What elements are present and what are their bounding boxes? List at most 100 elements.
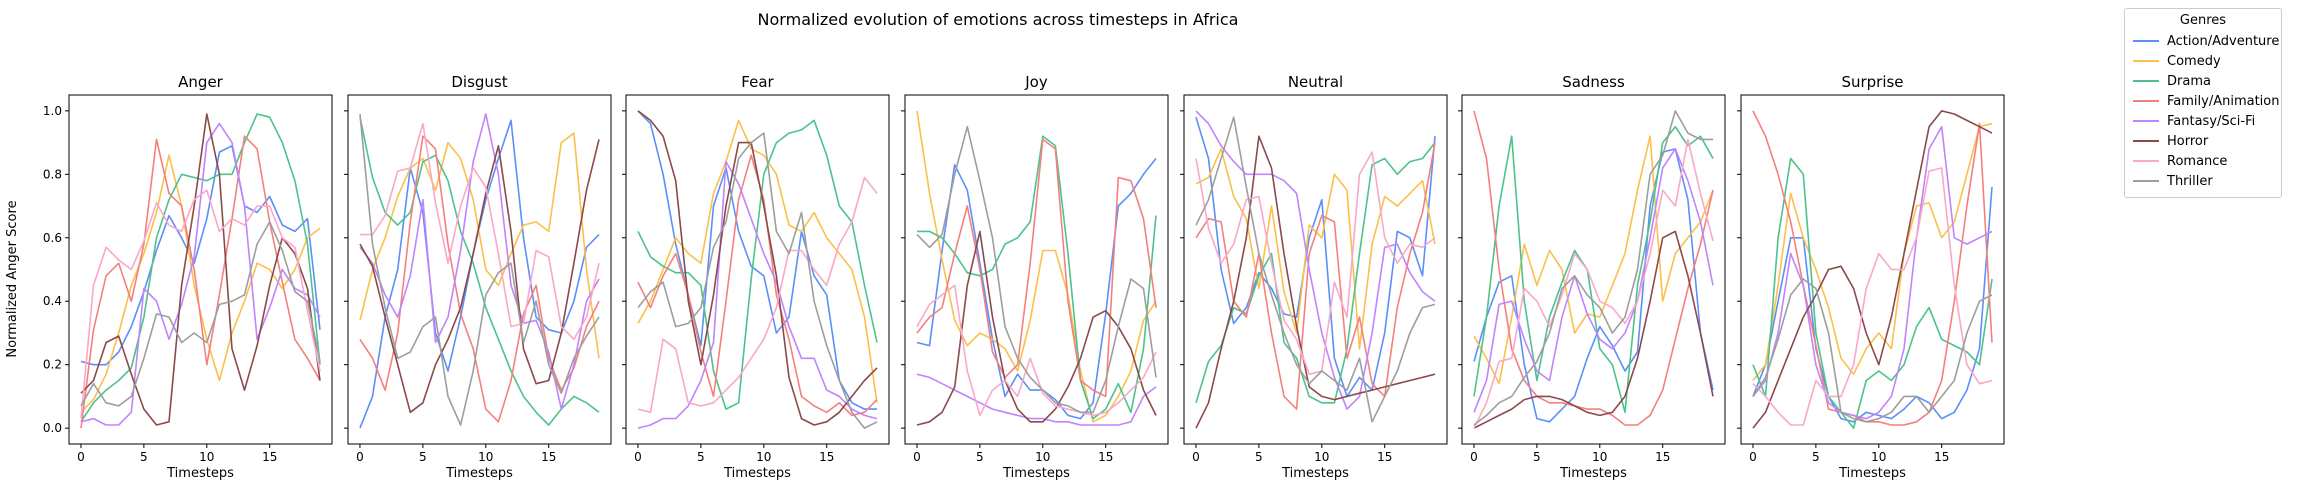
legend-label-thriller: Thriller [2167,173,2213,189]
series-line-neutral-family-animation [1195,142,1436,410]
legend-label-action-adventure: Action/Adventure [2167,33,2280,49]
panel-frame-disgust [347,94,612,445]
x-tick-label-disgust-10: 10 [478,450,493,464]
x-tick-label-disgust-5: 5 [419,450,427,464]
series-line-surprise-comedy [1752,122,1993,381]
panels-group: Anger 0 5 10 15 Timesteps 0.0 0.2 0.4 0.6 0.8 1.0 Di… [43,73,2005,481]
y-tick-label-0.6: 0.6 [43,231,62,245]
panel-title-neutral: Neutral [1288,73,1343,91]
y-tick-label-1.0: 1.0 [43,104,62,118]
series-line-sadness-thriller [1473,110,1713,426]
x-tick-label-fear-0: 0 [634,450,642,464]
legend-item-family-animation: Family/Animation [2133,91,2280,111]
legend-item-thriller: Thriller [2133,171,2273,191]
panel-title-joy: Joy [1024,73,1048,91]
panel-frame-anger [68,94,333,445]
x-tick-label-joy-0: 0 [913,450,921,464]
panel-frame-fear [625,94,890,445]
panel-fear: Fear 0 5 10 15 Timesteps [622,73,890,481]
series-line-sadness-comedy [1473,135,1714,385]
x-axis-label-surprise: Timesteps [1838,466,1906,481]
legend-title: Genres [2179,13,2227,28]
series-line-fear-family-animation [637,154,878,417]
x-tick-label-fear-10: 10 [756,450,771,464]
panel-frame-surprise [1740,94,2005,445]
series-line-surprise-horror [1752,110,1993,429]
panel-title-sadness: Sadness [1562,73,1625,91]
series-line-fear-comedy [637,119,878,403]
series-line-fear-action-adventure [637,110,877,410]
series-line-neutral-fantasy-sci-fi [1195,110,1436,410]
x-tick-label-neutral-15: 15 [1377,450,1392,464]
series-line-neutral-romance [1195,151,1436,376]
x-tick-label-surprise-0: 0 [1749,450,1757,464]
series-line-sadness-family-animation [1473,110,1714,426]
x-tick-label-disgust-0: 0 [356,450,364,464]
series-line-neutral-horror [1195,135,1436,429]
x-tick-label-sadness-15: 15 [1655,450,1670,464]
legend-swatch-action-adventure [2133,40,2159,42]
series-line-joy-romance [916,284,1157,417]
series-line-disgust-drama [359,117,600,426]
panel-neutral: Neutral 0 5 10 15 Timesteps [1180,73,1448,481]
series-line-anger-thriller [80,221,321,407]
legend-item-action-adventure: Action/Adventure [2133,31,2279,51]
panel-title-surprise: Surprise [1841,73,1903,91]
legend-swatch-comedy [2133,60,2159,62]
series-line-anger-drama [80,113,321,423]
legend-item-fantasy-sci-fi: Fantasy/Sci-Fi [2133,111,2273,131]
legend-items: Action/Adventure Comedy Drama Family/Animat… [2133,31,2280,191]
panel-disgust: Disgust 0 5 10 15 Timesteps [344,73,612,481]
series-line-surprise-action-adventure [1752,186,1993,423]
x-tick-label-anger-15: 15 [262,450,277,464]
x-tick-label-joy-10: 10 [1035,450,1050,464]
panel-title-fear: Fear [741,73,774,91]
series-line-joy-family-animation [916,138,1157,398]
series-line-disgust-comedy [359,132,600,359]
x-axis-label-neutral: Timesteps [1281,466,1349,481]
x-tick-label-neutral-5: 5 [1255,450,1263,464]
series-line-sadness-romance [1473,138,1714,429]
legend-item-romance: Romance [2133,151,2273,171]
legend-label-fantasy-sci-fi: Fantasy/Sci-Fi [2167,113,2256,129]
legend-label-romance: Romance [2167,153,2228,169]
panel-title-disgust: Disgust [451,73,507,91]
x-tick-label-sadness-5: 5 [1533,450,1541,464]
panel-anger: Anger 0 5 10 15 Timesteps 0.0 0.2 0.4 0.6 0.8 1.0 [43,73,333,481]
series-line-neutral-comedy [1195,148,1436,350]
series-line-anger-fantasy-sci-fi [80,122,321,426]
series-line-fear-thriller [637,132,878,429]
x-axis-label-anger: Timesteps [166,466,234,481]
series-line-joy-fantasy-sci-fi [916,373,1157,426]
x-tick-label-anger-5: 5 [140,450,148,464]
y-tick-label-0.2: 0.2 [43,358,62,372]
x-tick-label-surprise-10: 10 [1871,450,1886,464]
series-line-joy-comedy [916,110,1157,423]
series-line-disgust-romance [360,122,600,341]
panel-title-anger: Anger [178,73,224,91]
x-tick-label-sadness-10: 10 [1592,450,1607,464]
legend-label-drama: Drama [2167,73,2211,89]
series-line-disgust-family-animation [359,135,600,423]
x-axis-label-sadness: Timesteps [1559,466,1627,481]
series-line-surprise-drama [1752,157,1993,429]
panel-joy: Joy 0 5 10 15 Timesteps [901,73,1169,481]
series-line-fear-horror [637,110,878,426]
x-tick-label-anger-10: 10 [199,450,214,464]
series-line-surprise-family-animation [1752,110,1993,426]
series-line-neutral-thriller [1195,116,1436,423]
y-tick-label-0.8: 0.8 [43,167,62,181]
series-line-joy-drama [917,135,1157,420]
x-tick-label-anger-0: 0 [77,450,85,464]
legend-swatch-horror [2133,140,2159,142]
legend-swatch-family-animation [2133,100,2159,102]
x-tick-label-fear-15: 15 [819,450,834,464]
x-tick-label-surprise-15: 15 [1934,450,1949,464]
series-line-surprise-romance [1752,167,1993,426]
series-line-fear-fantasy-sci-fi [637,160,878,429]
legend-item-comedy: Comedy [2133,51,2273,71]
x-axis-label-disgust: Timesteps [445,466,513,481]
series-line-sadness-action-adventure [1473,148,1714,423]
panel-sadness: Sadness 0 5 10 15 Timesteps [1458,73,1726,481]
